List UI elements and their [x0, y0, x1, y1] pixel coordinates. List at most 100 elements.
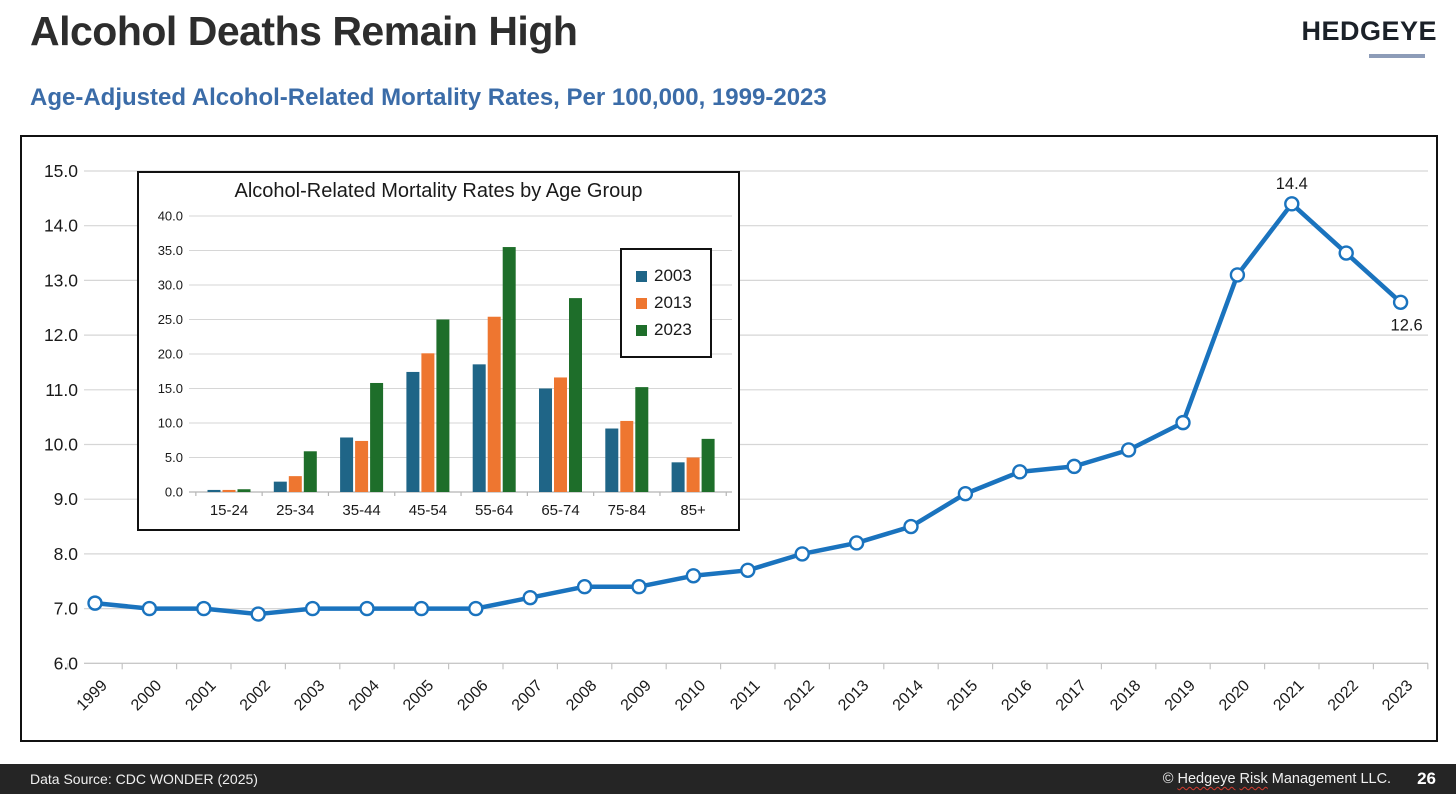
y-axis-tick-label: 15.0 — [44, 161, 78, 181]
y-axis-tick-label: 11.0 — [45, 380, 78, 400]
inset-x-axis-tick-label: 25-34 — [276, 502, 314, 519]
x-axis-tick-label: 2005 — [400, 677, 437, 714]
inset-y-axis-tick-label: 5.0 — [165, 450, 183, 465]
inset-x-axis-tick-label: 55-64 — [475, 502, 513, 519]
inset-y-axis-tick-label: 10.0 — [158, 416, 183, 431]
x-axis-tick-label: 2012 — [781, 677, 818, 714]
x-axis-tick-label: 2011 — [727, 677, 763, 713]
data-point-marker — [304, 600, 321, 617]
bar-2013 — [421, 353, 435, 492]
x-axis-tick-label: 2013 — [835, 677, 872, 714]
data-point-marker — [1338, 245, 1354, 261]
y-axis-tick-label: 8.0 — [54, 544, 79, 564]
x-axis-tick-label: 2007 — [509, 677, 546, 714]
y-axis-tick-label: 6.0 — [54, 653, 79, 673]
bar-2023 — [237, 489, 251, 492]
inset-legend: 2003 2013 2023 — [620, 248, 712, 358]
x-axis-tick-label: 2023 — [1379, 677, 1416, 714]
bar-2023 — [502, 247, 516, 492]
data-point-marker — [848, 535, 865, 551]
x-axis-tick-label: 2014 — [890, 677, 927, 714]
data-point-marker — [413, 600, 430, 617]
inset-y-axis-tick-label: 35.0 — [158, 243, 183, 258]
bar-2013 — [620, 420, 634, 492]
x-axis-tick-label: 2002 — [237, 677, 274, 714]
y-axis-tick-label: 13.0 — [44, 270, 78, 290]
copyright-brand-word: Hedgeye — [1177, 771, 1236, 787]
x-axis-tick-label: 2021 — [1270, 677, 1307, 714]
bar-2023 — [635, 387, 649, 492]
x-axis-tick-label: 2006 — [454, 677, 491, 714]
data-point-marker — [957, 486, 974, 502]
data-point-marker — [1120, 442, 1137, 458]
inset-y-axis-tick-label: 25.0 — [158, 312, 183, 327]
footer-right: © Hedgeye Risk Management LLC. 26 — [1163, 769, 1436, 789]
legend-item-2013: 2013 — [636, 293, 710, 313]
inset-chart-frame: Alcohol-Related Mortality Rates by Age G… — [137, 171, 740, 531]
legend-swatch-2003 — [636, 270, 647, 282]
copyright-symbol: © — [1162, 771, 1174, 787]
data-point-marker — [685, 568, 702, 584]
x-axis-tick-label: 2016 — [998, 677, 1035, 714]
bar-2013 — [222, 489, 236, 492]
copyright-rest: Management LLC. — [1271, 771, 1392, 787]
bar-2003 — [340, 437, 354, 492]
bar-2003 — [207, 489, 221, 492]
bar-2003 — [406, 371, 420, 492]
legend-label: 2003 — [654, 266, 692, 285]
x-axis-tick-label: 2004 — [346, 677, 383, 714]
data-point-marker — [1012, 464, 1028, 480]
bar-2013 — [487, 316, 501, 492]
data-point-marker — [522, 589, 538, 606]
main-line-chart: 6.0 7.0 8.0 9.0 10.0 11.0 12.0 13.0 14.0 15.0 1999… — [44, 161, 1429, 714]
inset-chart-title: Alcohol-Related Mortality Rates by Age G… — [234, 180, 643, 202]
data-point-marker — [794, 546, 810, 562]
page-title: Alcohol Deaths Remain High — [30, 8, 578, 54]
inset-y-axis-tick-label: 0.0 — [165, 485, 183, 500]
data-point-marker — [141, 600, 158, 617]
bar-2003 — [539, 388, 552, 492]
data-point-marker — [1284, 196, 1300, 212]
copyright-risk-word: Risk — [1239, 771, 1268, 787]
legend-label: 2023 — [654, 320, 692, 339]
bar-2023 — [303, 451, 317, 492]
x-axis-tick-label: 2001 — [182, 677, 219, 714]
y-axis-tick-label: 12.0 — [44, 325, 78, 345]
x-axis-tick-label: 2008 — [563, 677, 600, 714]
inset-y-axis-tick-label: 40.0 — [158, 209, 183, 224]
legend-swatch-2023 — [636, 324, 647, 336]
data-point-marker — [1175, 414, 1191, 431]
bar-2023 — [436, 319, 450, 492]
data-point-marker — [740, 562, 756, 579]
data-label: 14.4 — [1276, 175, 1308, 193]
x-axis-tick-label: 2003 — [291, 677, 328, 714]
legend-item-2023: 2023 — [636, 320, 710, 340]
bar-2023 — [370, 382, 384, 492]
bar-2003 — [273, 481, 287, 492]
inset-bar-chart: 0.0 5.0 10.0 15.0 20.0 25.0 30.0 35.0 40.0 15-24 2… — [158, 209, 732, 519]
x-axis-tick-label: 2019 — [1162, 677, 1199, 714]
inset-y-axis-tick-label: 30.0 — [158, 278, 183, 293]
inset-x-axis-tick-label: 35-44 — [342, 502, 380, 519]
inset-y-axis-tick-label: 20.0 — [158, 347, 183, 362]
legend-label: 2013 — [654, 293, 692, 312]
y-axis-tick-label: 9.0 — [54, 489, 79, 509]
footer-bar: Data Source: CDC WONDER (2025) © Hedgeye… — [0, 764, 1456, 794]
logo-underline — [1369, 54, 1425, 58]
bar-2023 — [569, 298, 582, 492]
y-axis-tick-label: 10.0 — [44, 435, 78, 455]
bar-2013 — [554, 377, 567, 492]
data-point-marker — [359, 600, 375, 617]
bar-2023 — [701, 438, 715, 492]
x-axis-tick-label: 2020 — [1216, 677, 1253, 714]
x-axis-tick-label: 2010 — [672, 677, 709, 714]
data-point-marker — [1229, 267, 1246, 283]
x-axis-tick-label: 2017 — [1053, 677, 1090, 714]
data-point-marker — [468, 600, 484, 617]
data-point-marker — [196, 600, 212, 617]
data-point-marker — [1392, 294, 1409, 310]
inset-x-axis-tick-label: 75-84 — [608, 502, 646, 519]
bar-2003 — [605, 428, 619, 492]
inset-x-axis-tick-label: 45-54 — [409, 502, 447, 519]
